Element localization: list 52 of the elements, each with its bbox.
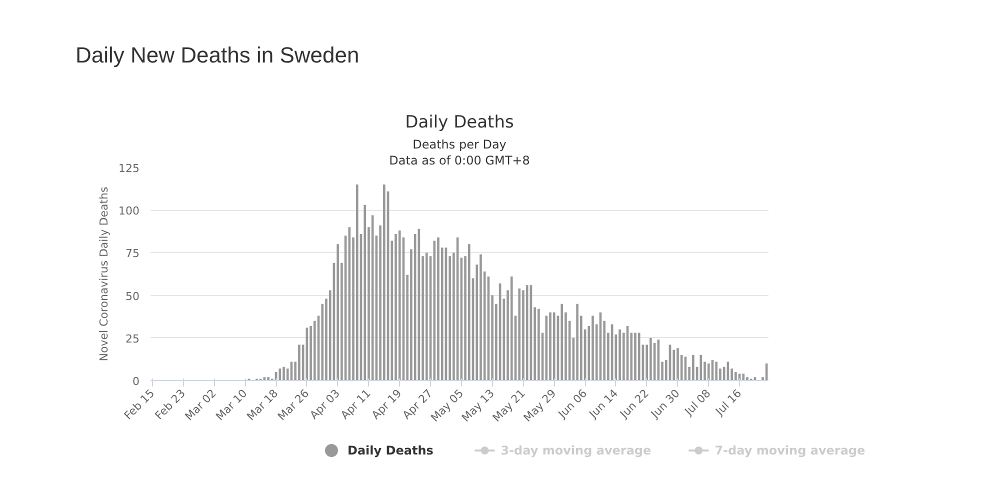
bar (518, 288, 521, 380)
x-tick-label: Jul 16 (712, 386, 744, 419)
bar (634, 332, 636, 380)
bar (707, 363, 710, 380)
bar (618, 329, 621, 380)
bar (282, 366, 285, 380)
bar (336, 244, 339, 380)
bar (371, 215, 374, 380)
bar (742, 374, 745, 380)
bar (746, 377, 748, 380)
bar (526, 285, 528, 380)
bar (433, 240, 436, 380)
legend-label: Daily Deaths (348, 444, 434, 458)
y-tick-label: 25 (126, 332, 140, 346)
chart-title: Daily New Deaths in Sweden (76, 42, 360, 68)
bar (538, 308, 540, 380)
x-tick-label: Jul 08 (682, 386, 714, 419)
bar (278, 368, 282, 380)
bar (298, 344, 300, 380)
bar (692, 354, 694, 380)
chart-subtitle: Daily Deaths (405, 112, 514, 132)
bar (576, 304, 578, 380)
text: Data as of 0:00 GMT+8 (389, 154, 530, 168)
bar (549, 312, 552, 380)
bar (267, 377, 270, 380)
bar (437, 237, 440, 380)
bar (734, 372, 737, 380)
bar (468, 244, 470, 380)
bar (510, 276, 513, 380)
bar (650, 338, 652, 380)
bar (700, 354, 702, 380)
bar (426, 252, 428, 380)
bar (676, 348, 679, 380)
text: Deaths per Day (412, 138, 506, 152)
bar (383, 184, 386, 380)
bar (638, 332, 640, 380)
y-tick-label: 50 (126, 290, 140, 303)
bar (592, 316, 594, 380)
y-tick-label: 75 (126, 247, 140, 260)
bar (545, 316, 548, 380)
bar (480, 254, 482, 380)
y-tick-label: 100 (118, 204, 140, 218)
bar (394, 234, 397, 380)
bar (356, 184, 358, 380)
bar (364, 204, 366, 380)
y-tick-label: 0 (132, 375, 140, 388)
bar (560, 304, 564, 380)
bar (398, 230, 401, 380)
bar (715, 362, 718, 380)
y-tick-label: 125 (118, 162, 140, 175)
bar (552, 312, 556, 380)
y-axis-title: Novel Coronavirus Daily Deaths (98, 186, 111, 362)
